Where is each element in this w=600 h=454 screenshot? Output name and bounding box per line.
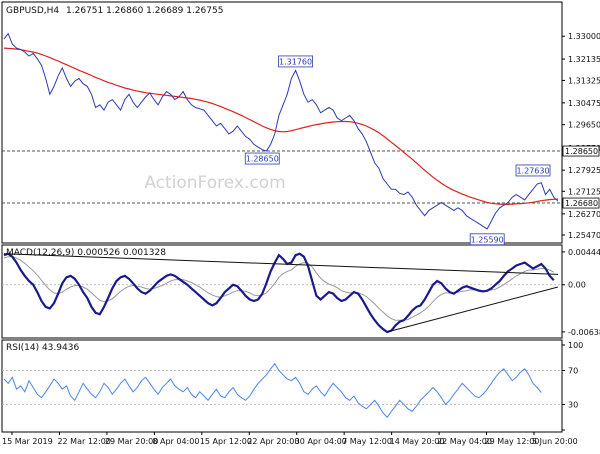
ohlc-values: 1.26751 1.26860 1.26689 1.26755 [66, 6, 223, 16]
x-tick-label: 15 Apr 12:00 [200, 437, 252, 446]
macd-main-line [3, 252, 555, 334]
level-label: 1.26680 [565, 199, 598, 208]
annotation-box [278, 55, 313, 68]
annotation-label: 1.31760 [279, 57, 312, 66]
annotation-label: 1.25590 [471, 235, 504, 244]
macd-resistance-trendline [3, 253, 559, 275]
price-tick-label: 1.29650 [568, 121, 600, 130]
annotation-label: 1.27630 [516, 166, 549, 175]
macd-title: MACD(12,26,9) 0.000526 0.001328 [6, 248, 166, 258]
level-label: 1.28650 [565, 147, 598, 156]
x-tick-label: 8 Apr 04:00 [152, 437, 199, 446]
x-tick-label: 15 Mar 2019 [2, 437, 53, 446]
price-tick-label: 1.30475 [568, 99, 600, 108]
rsi-tick-label: 30 [568, 401, 578, 410]
macd-tick-label: 0.00 [568, 281, 586, 290]
price-panel-frame [1, 1, 563, 244]
x-tick-label: 7 May 12:00 [342, 437, 392, 446]
rsi-panel-frame [1, 339, 563, 433]
moving-average-line [3, 47, 559, 205]
x-tick-label: 14 May 20:00 [390, 437, 445, 446]
annotation-box [515, 164, 551, 177]
watermark: ActionForex.com [144, 173, 285, 193]
x-tick-label: 22 May 04:00 [437, 437, 492, 446]
x-tick-label: 29 Mar 20:00 [105, 437, 158, 446]
rsi-tick-label: 100 [568, 341, 583, 350]
macd-tick-label: -0.00638 [568, 328, 600, 337]
x-tick-label: 30 Apr 04:00 [295, 437, 347, 446]
price-line [3, 32, 559, 230]
x-tick-label: 22 Apr 20:00 [247, 437, 299, 446]
price-tick-label: 1.25470 [568, 231, 600, 240]
price-tick-label: 1.32135 [568, 55, 600, 64]
price-tick-label: 1.27125 [568, 187, 600, 196]
level-label-box [562, 145, 600, 157]
rsi-tick-label: 70 [568, 367, 578, 376]
annotation-box [469, 233, 505, 246]
x-tick-label: 22 Mar 12:00 [57, 437, 110, 446]
annotation-label: 1.28650 [246, 155, 279, 164]
price-tick-label: 1.27925 [568, 166, 600, 175]
symbol-label: GBPUSD,H4 [6, 6, 59, 16]
rsi-title: RSI(14) 43.9436 [6, 343, 79, 353]
annotation-box [244, 152, 280, 165]
price-tick-label: 1.33000 [568, 32, 600, 41]
rsi-line [3, 362, 542, 419]
x-tick-label: 5 Jun 20:00 [532, 437, 578, 446]
macd-support-trendline [387, 286, 559, 333]
macd-panel-frame [1, 244, 563, 339]
price-tick-label: 1.26270 [568, 210, 600, 219]
x-tick-label: 29 May 12:00 [485, 437, 540, 446]
macd-signal-line [3, 256, 555, 321]
level-label-box [562, 197, 600, 209]
price-tick-label: 1.31325 [568, 76, 600, 85]
macd-tick-label: 0.004442 [568, 248, 600, 257]
